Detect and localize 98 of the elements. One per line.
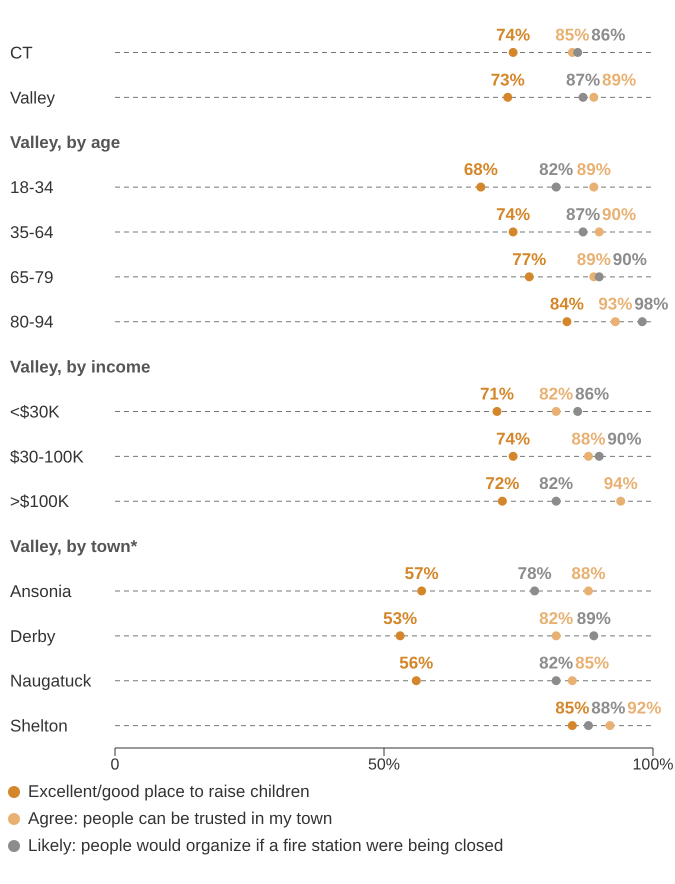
point	[508, 48, 518, 57]
data-label: 71%	[480, 384, 514, 404]
point	[573, 48, 582, 57]
point	[589, 92, 598, 102]
x-tick-label: 100%	[632, 756, 674, 774]
legend-label: Likely: people would organize if a fire station were being closed	[28, 836, 504, 856]
point	[552, 631, 561, 640]
data-label: 94%	[604, 474, 638, 494]
data-label: 92%	[627, 698, 662, 718]
data-label: 82%	[539, 608, 574, 628]
point	[412, 676, 421, 686]
data-label: 88%	[571, 564, 606, 583]
data-label: 53%	[383, 608, 418, 628]
y-tick-label: Derby	[10, 626, 56, 646]
point	[638, 317, 647, 326]
data-label: 88%	[571, 429, 606, 448]
point	[524, 272, 534, 282]
x-tick-label: 50%	[368, 756, 400, 774]
y-tick-label: 35-64	[10, 222, 54, 242]
data-label: 85%	[555, 25, 590, 44]
data-label: 98%	[634, 294, 668, 314]
point	[594, 452, 604, 461]
data-label: 87%	[566, 70, 600, 90]
data-label: 89%	[602, 70, 636, 90]
data-label: 89%	[576, 250, 611, 269]
point	[552, 496, 561, 506]
data-label: 72%	[485, 474, 520, 494]
point	[492, 406, 502, 416]
point	[508, 452, 518, 461]
data-label: 57%	[404, 564, 439, 583]
point	[552, 676, 561, 686]
y-tick-label: Shelton	[10, 716, 68, 736]
data-label: 77%	[512, 250, 546, 269]
point	[578, 227, 588, 236]
y-tick-label: >$100K	[10, 492, 70, 512]
y-tick-label: <$30K	[10, 402, 60, 422]
point	[616, 496, 626, 506]
data-label: 73%	[490, 70, 525, 90]
point	[584, 586, 593, 596]
point	[396, 631, 405, 640]
y-tick-label: Valley, by town*	[10, 537, 138, 556]
point	[568, 676, 577, 686]
y-tick-label: Ansonia	[10, 582, 72, 601]
point	[503, 92, 512, 102]
data-label: 90%	[607, 429, 642, 448]
point	[568, 721, 577, 730]
y-tick-label: 65-79	[10, 268, 54, 287]
data-label: 74%	[496, 204, 530, 224]
data-label: 86%	[575, 384, 610, 404]
point	[562, 317, 572, 326]
data-label: 85%	[555, 698, 590, 718]
y-tick-label: Valley	[10, 88, 56, 108]
data-label: 82%	[539, 474, 574, 494]
x-tick-label: 0	[110, 756, 120, 774]
point	[552, 406, 561, 416]
legend-label: Agree: people can be trusted in my town	[28, 808, 332, 828]
data-label: 82%	[539, 384, 574, 404]
point	[605, 721, 614, 730]
data-label: 93%	[598, 294, 632, 314]
point	[610, 317, 620, 326]
point	[584, 721, 593, 730]
point	[417, 586, 426, 596]
point	[589, 182, 598, 192]
data-label: 74%	[496, 25, 530, 44]
point	[530, 586, 540, 596]
data-label: 90%	[612, 250, 647, 269]
data-label: 74%	[496, 429, 530, 448]
point	[594, 227, 604, 236]
data-label: 85%	[575, 654, 610, 673]
data-label: 82%	[539, 160, 574, 180]
y-tick-label: 18-34	[10, 178, 54, 198]
data-label: 68%	[464, 160, 498, 180]
data-label: 87%	[566, 204, 600, 224]
point	[589, 631, 598, 640]
point	[498, 496, 507, 506]
y-tick-label: Valley, by age	[10, 133, 120, 152]
y-tick-label: Valley, by income	[10, 358, 150, 377]
data-label: 89%	[576, 160, 611, 180]
point	[594, 272, 604, 282]
point	[573, 406, 582, 416]
point	[476, 182, 486, 192]
y-tick-label: Naugatuck	[10, 672, 92, 691]
point	[584, 452, 593, 461]
data-label: 86%	[591, 25, 626, 44]
point	[508, 227, 518, 236]
point	[552, 182, 561, 192]
y-tick-label: 80-94	[10, 312, 54, 332]
legend-label: Excellent/good place to raise children	[28, 782, 310, 802]
y-tick-label: $30-100K	[10, 447, 84, 466]
y-tick-label: CT	[10, 43, 33, 62]
data-label: 56%	[399, 654, 434, 673]
data-label: 82%	[539, 654, 574, 673]
data-label: 88%	[591, 698, 626, 718]
data-label: 90%	[602, 204, 636, 224]
data-label: 84%	[550, 294, 584, 314]
data-label: 89%	[576, 608, 611, 628]
point	[578, 92, 588, 102]
data-label: 78%	[518, 564, 552, 583]
